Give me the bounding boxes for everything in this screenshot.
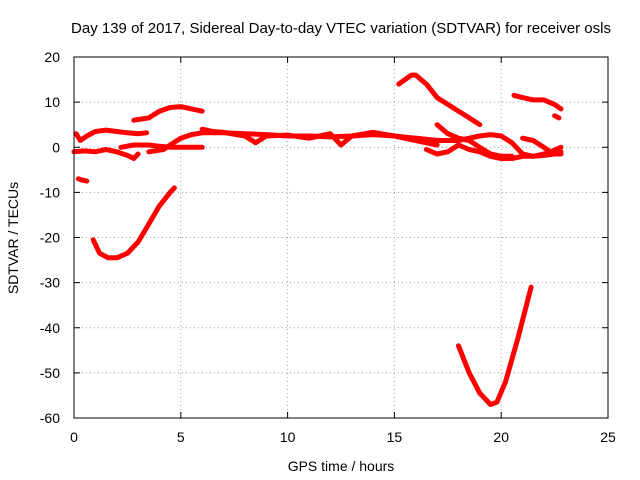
y-tick-label: -40 — [40, 320, 60, 336]
x-tick-label: 5 — [177, 429, 185, 445]
series-arc-3 — [75, 176, 90, 184]
y-tick-label: 0 — [52, 139, 60, 155]
series-arc-1 — [73, 127, 150, 143]
chart-title: Day 139 of 2017, Sidereal Day-to-day VTE… — [71, 20, 611, 37]
y-tick-label: -20 — [40, 230, 60, 246]
ticks — [73, 56, 609, 419]
series-layer — [71, 72, 564, 407]
series-arc-5 — [131, 104, 205, 123]
series-arc-15 — [520, 135, 564, 155]
series-arc-6 — [118, 142, 205, 150]
x-tick-label: 25 — [600, 429, 616, 445]
y-tick-label: -50 — [40, 365, 60, 381]
series-arc-2 — [71, 147, 141, 161]
x-tick-label: 20 — [493, 429, 509, 445]
x-tick-label: 15 — [387, 429, 403, 445]
series-arc-4 — [90, 185, 177, 261]
y-axis-label: SDTVAR / TECUs — [5, 182, 21, 294]
y-tick-label: -10 — [40, 184, 60, 200]
series-arc-12 — [423, 142, 564, 161]
series-arc-8 — [199, 126, 440, 148]
y-tick-label: 10 — [44, 94, 60, 110]
y-tick-label: -60 — [40, 410, 60, 426]
grid — [74, 57, 608, 418]
y-tick-label: 20 — [44, 49, 60, 65]
series-arc-13 — [511, 92, 564, 112]
x-axis-label: GPS time / hours — [288, 458, 395, 474]
tick-labels: 0 5 10 15 20 25 -60 -50 -40 -30 -20 -10 0 10 20 — [40, 49, 616, 445]
y-tick-label: -30 — [40, 275, 60, 291]
x-tick-label: 10 — [280, 429, 296, 445]
series-arc-9 — [396, 72, 483, 128]
x-tick-label: 0 — [70, 429, 78, 445]
series-arc-16 — [456, 284, 534, 407]
series-arc-14 — [552, 113, 562, 121]
